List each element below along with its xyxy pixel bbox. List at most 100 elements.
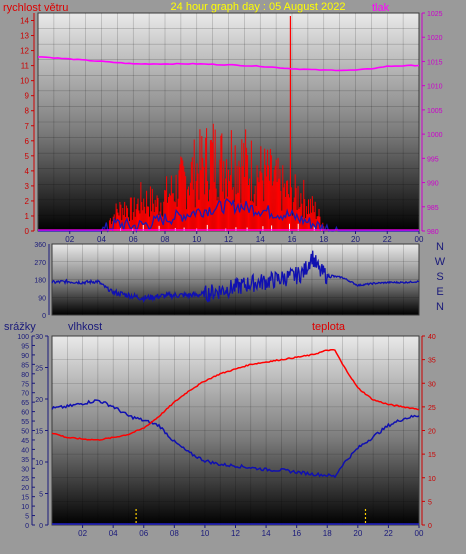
temperature-axis-tick-label: 0 <box>428 523 432 530</box>
humidity-axis-tick-label: 25 <box>35 366 43 373</box>
humidity-axis-tick-label: 20 <box>35 397 43 404</box>
rain-axis-tick-label: 90 <box>21 353 29 360</box>
wind-hour-tick-label: 12 <box>224 235 233 244</box>
temperature-axis-tick-label: 20 <box>428 429 436 436</box>
climate-lines <box>51 348 420 525</box>
temperature-axis-tick-label: 30 <box>428 381 436 388</box>
wind-hour-tick-label: 02 <box>65 235 74 244</box>
wind-hour-tick-label: 04 <box>97 235 106 244</box>
wind-axis-tick-label: 4 <box>25 167 30 176</box>
temperature-axis-tick-label: 25 <box>428 405 436 412</box>
rain-axis-tick-label: 0 <box>25 523 29 530</box>
temperature-axis-tick-label: 40 <box>428 334 436 341</box>
pressure-axis-tick-label: 1005 <box>427 108 443 115</box>
climate-grid <box>52 336 419 525</box>
climate-hour-tick-label: 20 <box>353 529 362 538</box>
rain-axis-tick-label: 80 <box>21 372 29 379</box>
humidity-axis: 0 5 10 15 20 25 30 <box>35 334 49 530</box>
wind-axis-tick-label: 9 <box>25 92 30 101</box>
rain-axis-label: srážky <box>4 321 36 333</box>
wind-direction-line <box>51 250 420 304</box>
pressure-axis-tick-label: 1010 <box>427 84 443 91</box>
temperature-axis-tick-label: 5 <box>428 499 432 506</box>
wind-hour-tick-label: 22 <box>383 235 392 244</box>
climate-time-axis: 02 04 06 08 10 12 14 16 18 20 22 00 <box>78 525 424 538</box>
wind-axis-tick-label: 0 <box>25 227 30 236</box>
pressure-axis-label: tlak <box>372 2 390 14</box>
direction-axis-tick-label: 180 <box>34 278 46 285</box>
humidity-axis-tick-label: 10 <box>35 460 43 467</box>
climate-plot-area <box>51 335 420 526</box>
pressure-line <box>38 56 420 72</box>
wind-hour-tick-label: 10 <box>192 235 201 244</box>
direction-axis-tick-label: 0 <box>42 313 46 320</box>
rain-axis-tick-label: 15 <box>21 495 29 502</box>
compass-label: E <box>436 286 443 298</box>
rain-axis-tick-label: 40 <box>21 447 29 454</box>
wind-axis-tick-label: 13 <box>20 32 29 41</box>
climate-hour-tick-label: 08 <box>170 529 179 538</box>
wind-time-axis: 02 04 06 08 10 12 14 16 18 20 22 00 <box>65 231 424 244</box>
rain-axis-tick-label: 30 <box>21 466 29 473</box>
graph-title: 24 hour graph day : 05 August 2022 <box>171 1 346 13</box>
climate-hour-tick-label: 04 <box>109 529 118 538</box>
humidity-axis-tick-label: 30 <box>35 334 43 341</box>
humidity-axis-label: vlhkost <box>68 321 102 333</box>
direction-axis-tick-label: 90 <box>38 295 46 302</box>
wind-axis-tick-label: 7 <box>25 122 30 131</box>
climate-hour-tick-label: 16 <box>292 529 301 538</box>
wind-hour-tick-label: 18 <box>319 235 328 244</box>
temperature-axis-tick-label: 35 <box>428 358 436 365</box>
wind-hour-tick-label: 06 <box>129 235 138 244</box>
rain-axis-tick-label: 25 <box>21 476 29 483</box>
climate-hour-tick-label: 06 <box>139 529 148 538</box>
direction-axis-tick-label: 360 <box>34 242 46 249</box>
rain-axis-tick-label: 95 <box>21 343 29 350</box>
humidity-axis-tick-label: 0 <box>39 523 43 530</box>
temperature-axis-tick-label: 10 <box>428 476 436 483</box>
wind-axis-tick-label: 14 <box>20 17 29 26</box>
pressure-axis-tick-label: 995 <box>427 156 439 163</box>
pressure-axis: 980 985 990 995 1000 1005 1010 1015 1020 1025 <box>421 11 443 236</box>
wind-direction-line <box>51 250 420 304</box>
climate-hour-tick-label: 10 <box>200 529 209 538</box>
rain-axis-tick-label: 35 <box>21 457 29 464</box>
direction-axis-tick-label: 270 <box>34 260 46 267</box>
compass-label: S <box>436 271 443 283</box>
rain-axis-tick-label: 75 <box>21 381 29 388</box>
humidity-line <box>51 399 420 479</box>
rain-axis-tick-label: 10 <box>21 504 29 511</box>
direction-grid <box>52 244 419 315</box>
rain-axis-tick-label: 45 <box>21 438 29 445</box>
compass-label: W <box>435 256 446 268</box>
wind-hour-tick-label: 08 <box>161 235 170 244</box>
humidity-axis-tick-label: 15 <box>35 429 43 436</box>
rain-axis: 0 5 10 15 20 25 30 35 40 45 50 55 60 65 70 75 80 85 90 95 10… <box>17 334 35 530</box>
direction-axis: 0 90 180 270 360 <box>34 242 50 320</box>
wind-hour-tick-label: 14 <box>256 235 265 244</box>
climate-hour-tick-label: 18 <box>323 529 332 538</box>
compass-label: N <box>436 301 444 313</box>
wind-axis-tick-label: 10 <box>20 77 29 86</box>
wind-axis-tick-label: 8 <box>25 107 30 116</box>
wind-axis-tick-label: 5 <box>25 152 30 161</box>
pressure-axis-tick-label: 990 <box>427 181 439 188</box>
pressure-axis-tick-label: 1015 <box>427 59 443 66</box>
wind-axis-tick-label: 3 <box>25 182 30 191</box>
pressure-axis-tick-label: 1000 <box>427 132 443 139</box>
pressure-axis-tick-label: 980 <box>427 229 439 236</box>
temperature-line <box>51 348 420 441</box>
wind-axis-label: rychlost větru <box>3 2 68 14</box>
wind-axis-tick-label: 6 <box>25 137 30 146</box>
wind-hour-tick-label: 20 <box>351 235 360 244</box>
temperature-axis-tick-label: 15 <box>428 452 436 459</box>
temperature-axis-label: teplota <box>312 321 346 333</box>
pressure-axis-tick-label: 985 <box>427 205 439 212</box>
rain-axis-tick-label: 70 <box>21 391 29 398</box>
climate-hour-tick-label: 12 <box>231 529 240 538</box>
rain-axis-tick-label: 85 <box>21 362 29 369</box>
rain-axis-tick-label: 50 <box>21 429 29 436</box>
